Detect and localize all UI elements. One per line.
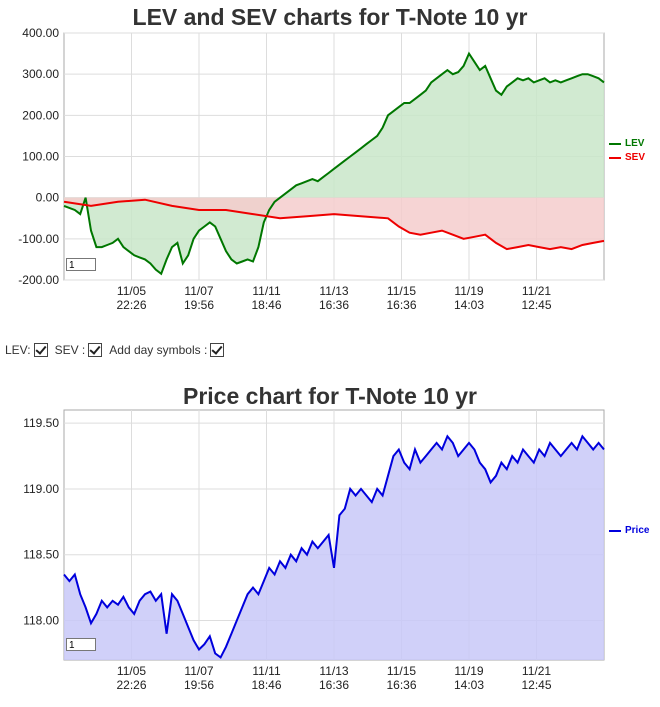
lev-checkbox[interactable]: [33, 343, 48, 357]
legend-lev-swatch: [609, 142, 621, 145]
top-chart-day-input[interactable]: 1: [66, 258, 96, 271]
bottom-xtick-date-3: 11/13: [319, 664, 348, 678]
top-ytick-label-6: -200.00: [18, 273, 59, 287]
chart-controls: LEV: SEV : Add day symbols :: [5, 343, 228, 357]
bottom-chart-title: Price chart for T-Note 10 yr: [183, 383, 477, 409]
bottom-xtick-time-3: 16:36: [319, 678, 349, 692]
bottom-xtick-time-6: 12:45: [521, 678, 551, 692]
top-xtick-time-5: 14:03: [454, 298, 484, 312]
day-symbols-checkbox[interactable]: [210, 343, 225, 357]
bottom-xtick-time-5: 14:03: [454, 678, 484, 692]
bottom-xtick-time-4: 16:36: [386, 678, 416, 692]
sev-checkbox[interactable]: [88, 343, 103, 357]
top-ytick-label-1: 300.00: [22, 67, 59, 81]
bottom-ytick-label-2: 118.50: [23, 548, 59, 562]
top-xtick-time-4: 16:36: [386, 298, 416, 312]
top-series-line-1: [63, 198, 605, 251]
top-xtick-date-3: 11/13: [319, 284, 348, 298]
top-xtick-time-3: 16:36: [319, 298, 349, 312]
top-xtick-date-4: 11/15: [387, 284, 416, 298]
bottom-xtick-date-6: 11/21: [522, 664, 551, 678]
top-xtick-time-0: 22:26: [116, 298, 146, 312]
bottom-ytick-label-0: 119.50: [23, 416, 59, 430]
top-ytick-label-0: 400.00: [22, 26, 59, 40]
bottom-ytick-label-3: 118.00: [23, 614, 59, 628]
bottom-xtick-date-2: 11/11: [252, 664, 281, 678]
bottom-xtick-date-0: 11/05: [117, 664, 146, 678]
bottom-xtick-time-0: 22:26: [116, 678, 146, 692]
lev-checkbox-label: LEV:: [5, 343, 31, 357]
bottom-xtick-date-1: 11/07: [184, 664, 213, 678]
lev-sev-chart: 400.00 300.00 200.00 100.00 0.00 -100.00 -200.…: [18, 26, 605, 312]
legend-sev-swatch: [609, 156, 621, 159]
bottom-xtick-date-5: 11/19: [454, 664, 483, 678]
legend-price: Price: [609, 525, 649, 536]
bottom-series-line-0: [63, 434, 605, 659]
top-xtick-date-2: 11/11: [252, 284, 281, 298]
legend-lev-label: LEV: [625, 138, 645, 149]
top-series-area-0: [64, 53, 604, 274]
bottom-ytick-label-1: 119.00: [23, 482, 59, 496]
bottom-xtick-time-2: 18:46: [251, 678, 281, 692]
top-series-area-1: [64, 197, 604, 250]
bottom-xtick-time-1: 19:56: [184, 678, 214, 692]
top-ytick-label-5: -100.00: [18, 232, 59, 246]
top-xtick-date-0: 11/05: [117, 284, 146, 298]
legend-sev: SEV: [609, 152, 645, 163]
legend-price-label: Price: [625, 525, 650, 536]
top-ytick-label-2: 200.00: [22, 108, 59, 122]
top-chart-title: LEV and SEV charts for T-Note 10 yr: [132, 4, 528, 30]
top-ytick-label-3: 100.00: [22, 150, 59, 164]
top-xtick-time-1: 19:56: [184, 298, 214, 312]
top-xtick-time-6: 12:45: [521, 298, 551, 312]
top-ytick-label-4: 0.00: [36, 191, 60, 205]
top-series-line-0: [63, 51, 605, 276]
bottom-series-area-0: [64, 436, 604, 660]
top-xtick-time-2: 18:46: [251, 298, 281, 312]
day-symbols-checkbox-label: Add day symbols :: [109, 343, 208, 357]
bottom-chart-day-input[interactable]: 1: [66, 638, 96, 651]
top-xtick-date-1: 11/07: [184, 284, 213, 298]
bottom-xtick-date-4: 11/15: [387, 664, 416, 678]
top-xtick-date-6: 11/21: [522, 284, 551, 298]
sev-checkbox-label: SEV :: [54, 343, 86, 357]
legend-sev-label: SEV: [625, 152, 646, 163]
legend-lev: LEV: [609, 138, 644, 149]
legend-price-swatch: [609, 529, 621, 532]
top-xtick-date-5: 11/19: [454, 284, 483, 298]
